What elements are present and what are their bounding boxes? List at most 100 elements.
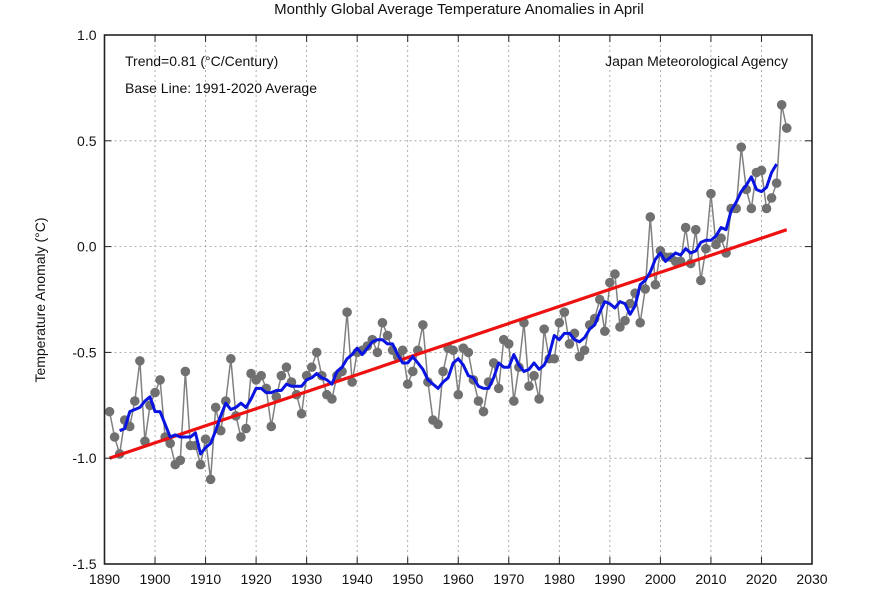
x-tick-label: 1950	[392, 571, 423, 587]
annual-anomaly-point	[140, 436, 150, 447]
annual-anomaly-point	[271, 392, 282, 402]
annual-anomaly-point	[620, 315, 630, 326]
annual-anomaly-point	[771, 178, 782, 188]
annual-anomaly-point	[241, 423, 251, 434]
annual-anomaly-point	[453, 389, 464, 400]
x-tick-label: 1910	[190, 571, 221, 587]
x-tick-label: 2030	[796, 571, 827, 587]
y-tick-label: -1.0	[72, 450, 96, 466]
annual-anomaly-point	[266, 421, 277, 432]
x-tick-label: 1940	[342, 571, 373, 587]
x-tick-label: 1970	[493, 571, 524, 587]
annual-anomaly-point	[423, 377, 433, 387]
annual-anomaly-point	[761, 203, 772, 214]
y-axis: -1.5 -1.0 -0.5 0.0 0.5 1.0	[72, 27, 812, 572]
trend-layer	[109, 228, 788, 460]
annual-anomaly-point	[165, 438, 175, 449]
annual-anomaly-point	[559, 307, 570, 317]
trend-annotation: Trend=0.81 (°C/Century)	[125, 53, 278, 69]
x-tick-label: 2010	[695, 571, 726, 587]
annual-anomaly-point	[155, 375, 165, 385]
annual-anomaly-point	[130, 396, 140, 406]
y-tick-label: 0.0	[77, 239, 97, 255]
annual-anomaly-point	[220, 396, 231, 406]
x-tick-label: 1980	[544, 571, 575, 587]
annual-anomaly-point	[418, 320, 428, 330]
annual-anomaly-point	[781, 123, 792, 133]
annual-anomaly-point	[650, 279, 661, 290]
annual-anomaly-point	[690, 224, 701, 235]
annual-anomaly-point	[579, 345, 590, 356]
annual-anomaly-point	[594, 294, 605, 305]
annual-anomaly-point	[610, 269, 620, 279]
x-tick-label: 1890	[89, 571, 120, 587]
annual-anomaly-point	[706, 188, 716, 199]
annual-anomaly-point	[109, 432, 120, 442]
chart-title: Monthly Global Average Temperature Anoma…	[274, 1, 644, 18]
x-tick-label: 1930	[291, 571, 322, 587]
annual-anomaly-point	[534, 394, 544, 404]
trend-line	[109, 228, 788, 460]
annual-anomaly-point	[210, 402, 221, 413]
grid	[104, 35, 812, 564]
annual-anomaly-point	[180, 366, 191, 377]
annual-anomaly-point	[766, 193, 777, 203]
x-axis: 1890 1900 1910 1920 1930 1940 1950 1960 1970 1980…	[89, 35, 828, 587]
annual-anomaly-point	[448, 345, 458, 356]
running-mean-layer	[119, 163, 778, 456]
x-tick-label: 1900	[139, 571, 170, 587]
annual-anomaly-point	[311, 347, 322, 358]
annual-anomaly-point	[746, 203, 757, 214]
annual-anomaly-point	[342, 307, 352, 317]
annual-anomaly-point	[488, 358, 499, 368]
y-tick-label: -1.5	[72, 556, 96, 572]
annual-anomaly-point	[736, 142, 747, 152]
annual-anomaly-point	[175, 455, 186, 466]
annual-anomaly-point	[135, 356, 145, 366]
y-tick-label: -0.5	[72, 344, 96, 360]
annual-anomaly-point	[372, 347, 383, 358]
annual-anomaly-point	[407, 366, 418, 377]
y-axis-label: Temperature Anomaly (°C)	[32, 217, 48, 382]
annual-anomaly-point	[776, 100, 787, 110]
annual-anomaly-point	[433, 419, 443, 430]
annual-anomaly-point	[696, 275, 706, 286]
annual-anomaly-point	[493, 383, 504, 394]
annual-anomaly-point	[150, 387, 160, 398]
annual-anomaly-point	[215, 425, 226, 436]
annual-anomaly-point	[327, 394, 337, 404]
annual-anomaly-point	[529, 370, 539, 381]
annual-anomaly-point	[104, 406, 115, 417]
plot-frame	[103, 34, 813, 565]
x-tick-label: 1990	[594, 571, 625, 587]
annual-anomaly-point	[509, 396, 519, 406]
annual-anomaly-point	[701, 243, 711, 254]
annual-anomaly-point	[382, 330, 393, 341]
annual-anomaly-point	[549, 353, 560, 364]
annual-anomaly-point	[600, 326, 610, 337]
annual-anomaly-point	[377, 317, 388, 328]
annual-anomaly-point	[347, 377, 357, 387]
annual-anomaly-point	[236, 432, 246, 442]
annual-anomaly-point	[524, 381, 534, 392]
annual-anomaly-point	[605, 277, 615, 288]
x-tick-label: 2020	[746, 571, 777, 587]
y-tick-label: 0.5	[77, 133, 97, 149]
baseline-annotation: Base Line: 1991-2020 Average	[125, 80, 317, 96]
annual-anomaly-point	[635, 317, 645, 328]
annual-anomaly-point	[256, 370, 266, 381]
annual-anomaly-point	[645, 212, 656, 222]
annual-anomaly-point	[463, 347, 474, 358]
x-tick-label: 1920	[241, 571, 272, 587]
annual-anomaly-point	[539, 324, 549, 334]
annual-anomaly-point	[306, 362, 317, 373]
annual-anomaly-point	[478, 406, 489, 417]
annual-anomaly-point	[503, 339, 514, 349]
annual-anomaly-point	[756, 165, 767, 176]
annual-anomaly-point	[564, 339, 575, 349]
annual-anomaly-point	[276, 370, 287, 381]
x-tick-label: 2000	[645, 571, 676, 587]
x-tick-label: 1960	[443, 571, 474, 587]
annual-anomaly-point	[473, 396, 484, 406]
